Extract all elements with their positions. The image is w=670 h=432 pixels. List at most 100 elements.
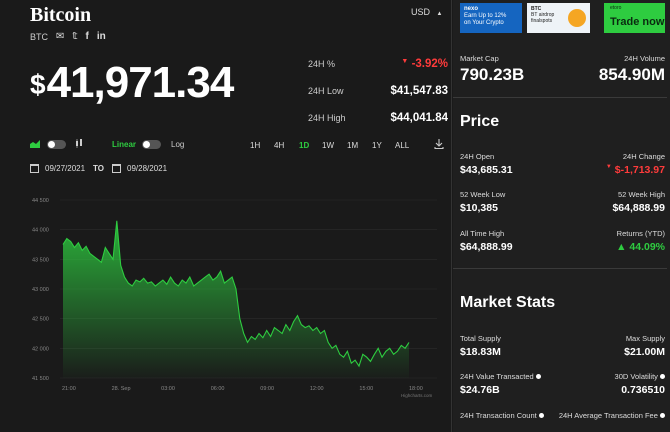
market-stats-title: Market Stats — [460, 294, 556, 311]
ytd-label: Returns (YTD) — [616, 229, 665, 238]
range-all[interactable]: ALL — [395, 141, 410, 150]
range-1h[interactable]: 1H — [250, 141, 261, 150]
mail-icon[interactable]: ✉ — [56, 31, 65, 42]
ytd-block: Returns (YTD) ▲ 44.09% — [616, 229, 665, 253]
chart-controls: Linear Log 1H 4H 1D 1W 1M 1Y ALL — [30, 138, 445, 152]
date-range: 09/27/2021 TO 09/28/2021 — [30, 164, 167, 173]
download-icon[interactable] — [434, 139, 444, 149]
ticker-row: BTC ✉ 𝕥 f in — [30, 31, 106, 42]
ad-text: BT airdrop — [531, 12, 555, 18]
y-tick-label: 44 000 — [32, 228, 49, 234]
info-icon[interactable] — [535, 374, 541, 379]
price-currency-symbol: $ — [30, 69, 46, 100]
range-1w[interactable]: 1W — [322, 141, 334, 150]
stat-row-change: 24H % ▼ -3.92% — [308, 50, 448, 77]
volatility-block: 30D Volatility 0.736510 — [615, 372, 665, 396]
change-amount: $-1,713.97 — [614, 164, 665, 176]
week-high-block: 52 Week High $64,888.99 — [612, 190, 665, 214]
range-4h[interactable]: 4H — [274, 141, 285, 150]
stat-value: $41,547.83 — [390, 84, 448, 97]
volume-block: 24H Volume 854.90M — [599, 54, 665, 85]
market-cap-value: 790.23B — [460, 65, 525, 84]
price-value: 41,971.34 — [46, 58, 235, 107]
price-row-ath-ytd: All Time High $64,888.99 Returns (YTD) ▲… — [460, 229, 665, 255]
ad-text: Earn Up to 12% — [464, 13, 507, 19]
linkedin-icon[interactable]: in — [96, 31, 106, 42]
range-1m[interactable]: 1M — [347, 141, 359, 150]
ad-text: BTC — [531, 6, 542, 12]
stats-row-supply: Total Supply $18.83M Max Supply $21.00M — [460, 334, 665, 360]
info-icon[interactable] — [660, 374, 665, 379]
currency-selector[interactable]: USD ▲ — [411, 7, 442, 17]
y-tick-label: 42 000 — [32, 346, 49, 352]
date-to[interactable]: 09/28/2021 — [127, 164, 168, 173]
market-cap-row: Market Cap 790.23B 24H Volume 854.90M — [460, 54, 665, 84]
stats-row-count-fee: 24H Transaction Count 24H Average Transa… — [460, 411, 665, 432]
range-1y[interactable]: 1Y — [372, 141, 382, 150]
stat-label: 24H % — [308, 58, 336, 69]
open-block: 24H Open $43,685.31 — [460, 152, 513, 176]
twitter-icon[interactable]: 𝕥 — [72, 31, 78, 42]
market-cap-label: Market Cap — [460, 54, 499, 63]
x-tick-label: 28. Sep — [112, 386, 131, 392]
scale-toggle[interactable] — [142, 140, 161, 149]
transacted-label-wrap: 24H Value Transacted — [460, 372, 541, 381]
avg-fee-block: 24H Average Transaction Fee — [559, 411, 665, 420]
ytd-value: ▲ 44.09% — [616, 241, 665, 253]
range-1d[interactable]: 1D — [299, 141, 310, 150]
linear-scale-option[interactable]: Linear — [112, 140, 137, 149]
date-from[interactable]: 09/27/2021 — [45, 164, 86, 173]
count-label-wrap: 24H Transaction Count — [460, 411, 544, 420]
supply-block: Total Supply $18.83M — [460, 334, 501, 358]
ad-text: on Your Crypto — [464, 20, 504, 26]
x-tick-label: 03:00 — [161, 386, 175, 392]
area-chart-icon[interactable] — [30, 139, 40, 148]
open-label: 24H Open — [460, 152, 495, 161]
divider — [453, 97, 667, 98]
panel-divider — [451, 0, 452, 432]
volatility-label-wrap: 30D Volatility — [615, 372, 665, 381]
stat-label: 24H High — [308, 112, 346, 123]
y-tick-label: 41 500 — [32, 376, 49, 382]
facebook-icon[interactable]: f — [85, 31, 89, 42]
stat-value: $44,041.84 — [390, 111, 448, 124]
week-low-block: 52 Week Low $10,385 — [460, 190, 505, 214]
ad-banner-airdrop[interactable]: BTC BT airdrop finalspots — [527, 3, 590, 33]
log-scale-option[interactable]: Log — [171, 140, 185, 149]
ad-cta: Trade now — [610, 16, 665, 28]
max-supply-label: Max Supply — [625, 334, 665, 343]
price-chart[interactable]: 41 500 42 000 42 500 43 000 43 500 44 000 44 5… — [30, 190, 445, 400]
stat-value: ▼ -3.92% — [401, 58, 448, 70]
transacted-value: $24.76B — [460, 384, 500, 396]
stat-row-high: 24H High $44,041.84 — [308, 104, 448, 131]
calendar-icon[interactable] — [30, 164, 39, 173]
y-tick-label: 43 000 — [32, 287, 49, 293]
x-tick-label: 15:00 — [359, 386, 373, 392]
week-low-label: 52 Week Low — [460, 190, 506, 199]
change-block: 24H Change ▼ $-1,713.97 — [606, 152, 665, 176]
transacted-block: 24H Value Transacted $24.76B — [460, 372, 541, 396]
max-supply-block: Max Supply $21.00M — [624, 334, 665, 358]
y-tick-label: 44 500 — [32, 198, 49, 204]
change-value: -3.92% — [411, 57, 448, 70]
x-tick-label: 12:00 — [310, 386, 324, 392]
ad-banner-nexo[interactable]: nexo Earn Up to 12% on Your Crypto — [460, 3, 522, 33]
volume-value: 854.90M — [598, 65, 665, 84]
chart-type-toggle[interactable] — [47, 140, 66, 149]
info-icon[interactable] — [660, 413, 665, 418]
calendar-icon[interactable] — [112, 164, 122, 173]
candlestick-icon[interactable] — [75, 138, 85, 148]
count-block: 24H Transaction Count — [460, 411, 544, 420]
series-area — [63, 220, 409, 378]
info-icon[interactable] — [538, 413, 544, 418]
coin-title: Bitcoin — [30, 4, 92, 26]
x-tick-label: 06:00 — [211, 386, 225, 392]
ad-banner-etoro[interactable]: etoro Trade now — [604, 3, 665, 33]
currency-label: USD — [411, 7, 431, 17]
avg-fee-label: 24H Average Transaction Fee — [558, 411, 658, 420]
price-row-open-change: 24H Open $43,685.31 24H Change ▼ $-1,713… — [460, 152, 665, 178]
down-arrow-icon: ▼ — [605, 164, 612, 170]
y-tick-label: 42 500 — [32, 317, 49, 323]
change-label: 24H Change — [622, 152, 665, 161]
stat-row-low: 24H Low $41,547.83 — [308, 77, 448, 104]
